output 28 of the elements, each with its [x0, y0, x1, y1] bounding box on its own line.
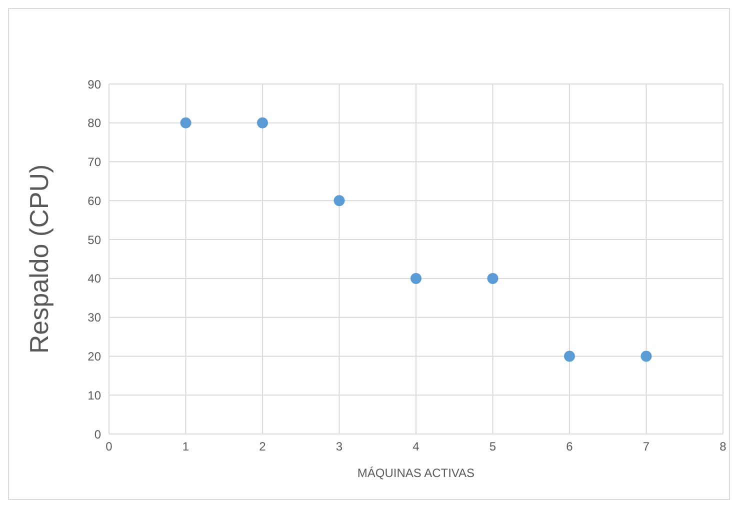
y-tick-label: 20	[88, 349, 102, 364]
y-tick-label: 90	[88, 77, 102, 92]
point	[180, 117, 192, 128]
y-tick-label: 70	[88, 155, 102, 170]
y-tick-label: 40	[88, 272, 102, 286]
x-tick-label: 5	[489, 440, 496, 454]
point	[487, 272, 498, 284]
y-tick-label: 10	[88, 388, 102, 402]
x-tick-label: 6	[566, 440, 574, 454]
x-axis-title: MÁQUINAS ACTIVAS	[357, 466, 475, 480]
x-tick-label: 2	[259, 440, 266, 454]
x-tick-label: 8	[720, 440, 727, 454]
point	[410, 272, 422, 284]
y-tick-label: 30	[88, 310, 102, 325]
point	[640, 350, 652, 362]
x-tick-label: 4	[412, 440, 420, 454]
y-axis-title: Respaldo (CPU)	[24, 164, 54, 354]
y-tick-label: 80	[88, 116, 102, 130]
point	[334, 195, 345, 206]
y-tick-label: 50	[88, 232, 102, 247]
point	[257, 117, 268, 128]
x-tick-label: 0	[106, 440, 113, 454]
y-tick-label: 0	[94, 427, 102, 442]
point	[564, 350, 575, 362]
y-tick-label: 60	[88, 194, 102, 208]
x-tick-label: 1	[182, 440, 190, 454]
x-tick-label: 7	[642, 440, 650, 454]
x-tick-label: 3	[336, 440, 343, 454]
